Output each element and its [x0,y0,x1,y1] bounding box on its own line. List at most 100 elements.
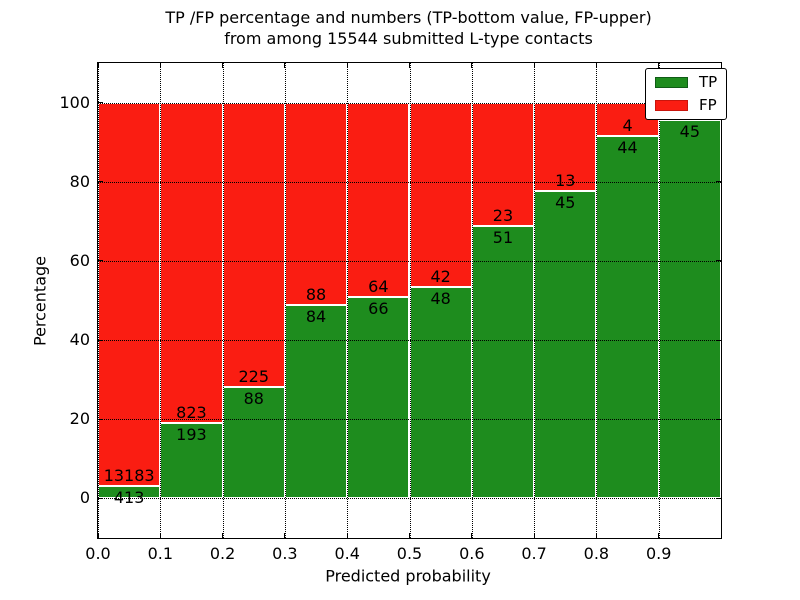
chart-title-line1: TP /FP percentage and numbers (TP-bottom… [165,8,652,27]
x-tick-mark [471,63,473,68]
x-gridline [409,63,411,538]
x-tick-label: 0.7 [521,544,547,563]
y-tick-mark [98,418,103,420]
y-tick-label: 40 [69,330,90,350]
chart-title-line2: from among 15544 submitted L-type contac… [224,29,593,48]
x-tick-mark [533,63,535,68]
fp-count-label: 13183 [103,466,155,486]
x-tick-mark [658,533,660,538]
bar-tp-segment [347,297,410,499]
fp-count-label: 4 [622,115,633,135]
fp-count-label: 13 [555,171,576,191]
y-tick-label: 80 [69,171,90,191]
legend-item-tp: TP [655,75,717,90]
y-tick-mark [716,260,721,262]
fp-count-label: 42 [430,267,451,287]
x-tick-label: 0.2 [209,544,236,563]
fp-legend-swatch [655,100,688,111]
legend-item-fp: FP [655,98,717,113]
y-tick-mark [98,497,103,499]
fp-count-label: 823 [176,403,207,423]
x-tick-mark [284,63,286,68]
y-tick-mark [98,102,103,104]
x-tick-mark [658,63,660,68]
y-tick-label: 100 [59,92,90,112]
bar-fp-segment [98,102,161,487]
chart-title: TP /FP percentage and numbers (TP-bottom… [97,7,720,49]
bar-fp-segment [471,102,535,226]
x-tick-mark [222,63,224,68]
y-tick-mark [716,497,721,499]
tp-count-label: 44 [617,137,638,157]
x-tick-mark [222,533,224,538]
y-tick-label: 20 [69,409,90,429]
tp-count-label: 66 [368,299,389,319]
bar-tp-segment [471,225,535,499]
tp-count-label: 51 [492,227,514,247]
y-tick-label: 0 [79,488,90,508]
fp-count-label: 64 [368,277,389,297]
x-tick-label: 0.3 [272,544,298,563]
bar-tp-segment [658,119,721,499]
y-tick-mark [98,260,103,262]
x-gridline [534,63,536,538]
x-tick-mark [159,63,161,68]
x-gridline [160,63,162,538]
tp-count-label: 84 [305,307,327,327]
x-tick-mark [471,533,473,538]
bar-tp-segment [534,191,597,499]
x-tick-mark [346,63,348,68]
x-axis-label: Predicted probability [325,566,491,586]
x-tick-mark [595,63,597,68]
x-tick-label: 0.8 [583,544,610,563]
x-gridline [98,63,99,538]
bar-tp-segment [222,387,285,499]
y-tick-label: 60 [69,250,90,270]
x-tick-label: 0.1 [147,544,174,563]
x-tick-label: 0.6 [459,544,485,563]
bar-tp-segment [409,287,472,499]
x-gridline [347,63,349,538]
fp-count-label: 23 [492,205,514,225]
legend-label: FP [699,96,717,114]
x-tick-mark [595,533,597,538]
y-tick-mark [716,181,721,183]
x-tick-mark [409,63,410,68]
x-tick-mark [533,533,535,538]
x-gridline [222,63,224,538]
x-gridline [658,63,660,538]
x-gridline [284,63,286,538]
fp-count-label: 225 [238,367,270,387]
bar-fp-segment [284,102,348,306]
x-tick-label: 0.9 [645,544,672,563]
y-tick-mark [716,418,721,420]
bar-fp-segment [409,102,472,288]
x-tick-mark [97,63,99,68]
tp-count-label: 88 [243,389,264,409]
x-tick-mark [159,533,161,538]
tp-count-label: 413 [113,488,145,508]
x-tick-mark [284,533,286,538]
tp-count-label: 45 [679,121,701,141]
tp-count-label: 48 [430,289,451,309]
x-gridline [596,63,598,538]
x-tick-mark [346,533,348,538]
y-tick-mark [716,339,721,341]
bar-fp-segment [222,102,285,388]
x-tick-label: 0.5 [396,544,423,563]
bar-tp-segment [596,135,659,499]
tp-count-label: 45 [555,193,576,213]
y-tick-mark [98,181,103,183]
x-tick-label: 0.4 [334,544,360,563]
bar-tp-segment [284,305,348,499]
plot-area: 13183 413 823 193 225 88 88 84 64 66 42 48 23 51 13 45 4… [59,62,728,563]
legend-label: TP [699,73,718,91]
tp-legend-swatch [655,77,688,88]
x-tick-label: 0.0 [85,544,111,563]
x-tick-mark [97,533,99,538]
bar-fp-segment [160,102,223,424]
bar-fp-segment [347,102,410,298]
legend: TP FP [645,68,728,120]
fp-count-label: 88 [305,285,327,305]
